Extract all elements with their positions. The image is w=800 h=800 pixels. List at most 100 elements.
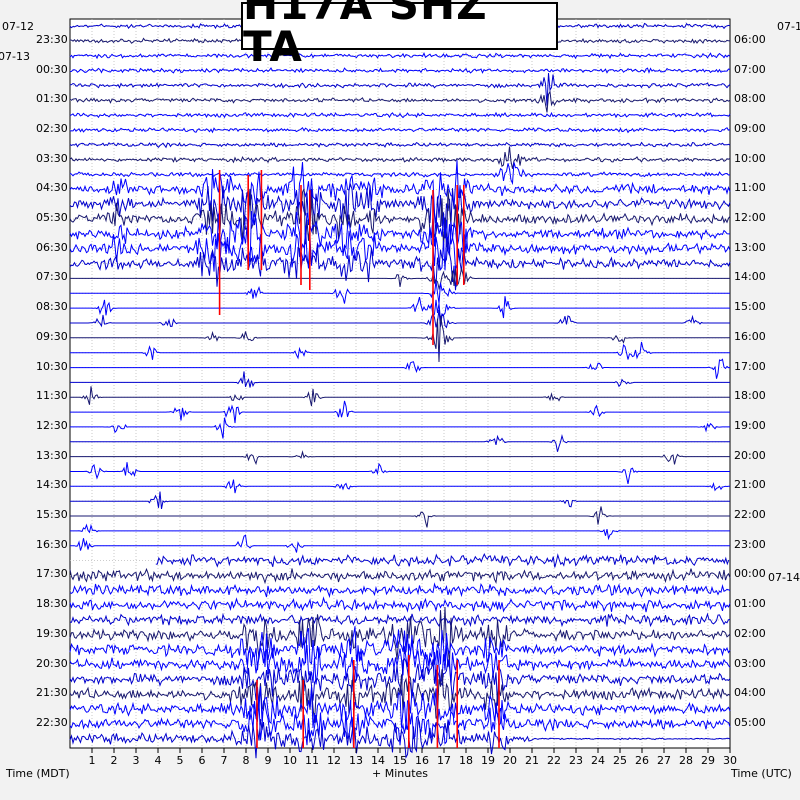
x-tick-label: 26 (635, 754, 649, 767)
right-time-label: 10:00 (734, 151, 766, 165)
trace-row (69, 642, 731, 686)
trace-row (69, 582, 731, 599)
right-date-label-2: 07-14 (768, 571, 800, 584)
left-time-label: 21:30 (36, 686, 68, 700)
trace-row (69, 224, 731, 272)
trace-row (70, 462, 730, 485)
x-tick-label: 9 (264, 754, 272, 767)
x-tick-label: 2 (110, 754, 118, 767)
left-time-label: 00:30 (36, 62, 68, 76)
x-axis-label: + Minutes (372, 767, 429, 780)
right-time-label: 18:00 (734, 389, 766, 403)
right-axis-label: Time (UTC) (731, 767, 792, 780)
trace-row (69, 182, 731, 234)
trace-row (70, 268, 730, 291)
x-tick-label: 30 (723, 754, 737, 767)
plot-area (69, 18, 731, 749)
trace-row (70, 479, 731, 494)
left-time-label: 02:30 (36, 121, 68, 135)
trace-row (69, 686, 731, 730)
right-time-label: 04:00 (734, 686, 766, 700)
left-time-label: 11:30 (36, 389, 68, 403)
left-time-label: 18:30 (36, 597, 68, 611)
x-tick-label: 28 (679, 754, 693, 767)
x-tick-label: 1 (88, 754, 96, 767)
left-time-label: 14:30 (36, 478, 68, 492)
x-tick-label: 23 (569, 754, 583, 767)
trace-row (70, 371, 730, 388)
right-time-label: 16:00 (734, 329, 766, 343)
x-tick-label: 24 (591, 754, 605, 767)
trace-row (69, 127, 731, 134)
trace-row (69, 669, 731, 723)
right-time-label: 11:00 (734, 181, 766, 195)
left-time-label: 19:30 (36, 626, 68, 640)
trace-row (70, 523, 730, 541)
right-time-label: 12:00 (734, 211, 766, 225)
right-time-label: 02:00 (734, 626, 766, 640)
right-time-label: 13:00 (734, 240, 766, 254)
left-time-label: 06:30 (36, 240, 68, 254)
trace-row (69, 700, 731, 749)
trace-row (69, 596, 731, 613)
x-tick-label: 7 (220, 754, 228, 767)
x-tick-label: 8 (242, 754, 250, 767)
trace-row (70, 341, 730, 360)
trace-row (69, 89, 731, 113)
right-time-label: 00:00 (734, 567, 766, 581)
trace-row (69, 237, 731, 291)
x-axis-ticks (91, 748, 731, 753)
x-tick-label: 19 (481, 754, 495, 767)
left-time-label: 01:30 (36, 92, 68, 106)
right-time-label: 06:00 (734, 32, 766, 46)
trace-row (70, 315, 730, 363)
trace-row (70, 417, 730, 439)
right-time-label: 07:00 (734, 62, 766, 76)
right-time-label: 08:00 (734, 92, 766, 106)
x-tick-label: 3 (132, 754, 140, 767)
left-time-label: 09:30 (36, 329, 68, 343)
trace-row (69, 567, 731, 585)
right-time-label: 01:00 (734, 597, 766, 611)
trace-row (69, 73, 731, 106)
left-axis-label: Time (MDT) (6, 767, 70, 780)
x-tick-label: 17 (437, 754, 451, 767)
left-time-label: 20:30 (36, 656, 68, 670)
trace-row (69, 626, 731, 671)
trace-row (69, 67, 731, 74)
x-tick-label: 12 (327, 754, 341, 767)
right-time-label: 20:00 (734, 448, 766, 462)
trace-row (69, 52, 731, 60)
left-time-label: 13:30 (36, 448, 68, 462)
trace-row (69, 606, 731, 663)
x-tick-label: 25 (613, 754, 627, 767)
trace-row (69, 146, 731, 169)
left-date-label-1: 07-12 (2, 20, 34, 33)
trace-row (70, 506, 730, 528)
x-tick-label: 6 (198, 754, 206, 767)
trace-row (69, 160, 731, 224)
trace-row (70, 296, 730, 321)
trace-row (155, 553, 730, 568)
left-time-label: 17:30 (36, 567, 68, 581)
right-time-label: 21:00 (734, 478, 766, 492)
trace-row (70, 450, 730, 466)
chart-title-box: H17A SHZ TA (241, 0, 558, 68)
right-time-label: 15:00 (734, 300, 766, 314)
x-tick-label: 13 (349, 754, 363, 767)
x-tick-label: 5 (176, 754, 184, 767)
left-time-label: 08:30 (36, 300, 68, 314)
x-tick-label: 4 (154, 754, 162, 767)
trace-row (69, 188, 731, 249)
right-time-label: 19:00 (734, 418, 766, 432)
trace-row (70, 612, 731, 628)
left-time-label: 10:30 (36, 359, 68, 373)
left-time-label: 23:30 (36, 32, 68, 46)
x-tick-label: 15 (393, 754, 407, 767)
trace-row (69, 211, 730, 265)
x-tick-label: 16 (415, 754, 429, 767)
right-time-label: 14:00 (734, 270, 766, 284)
left-time-label: 07:30 (36, 270, 68, 284)
trace-row (70, 309, 730, 329)
